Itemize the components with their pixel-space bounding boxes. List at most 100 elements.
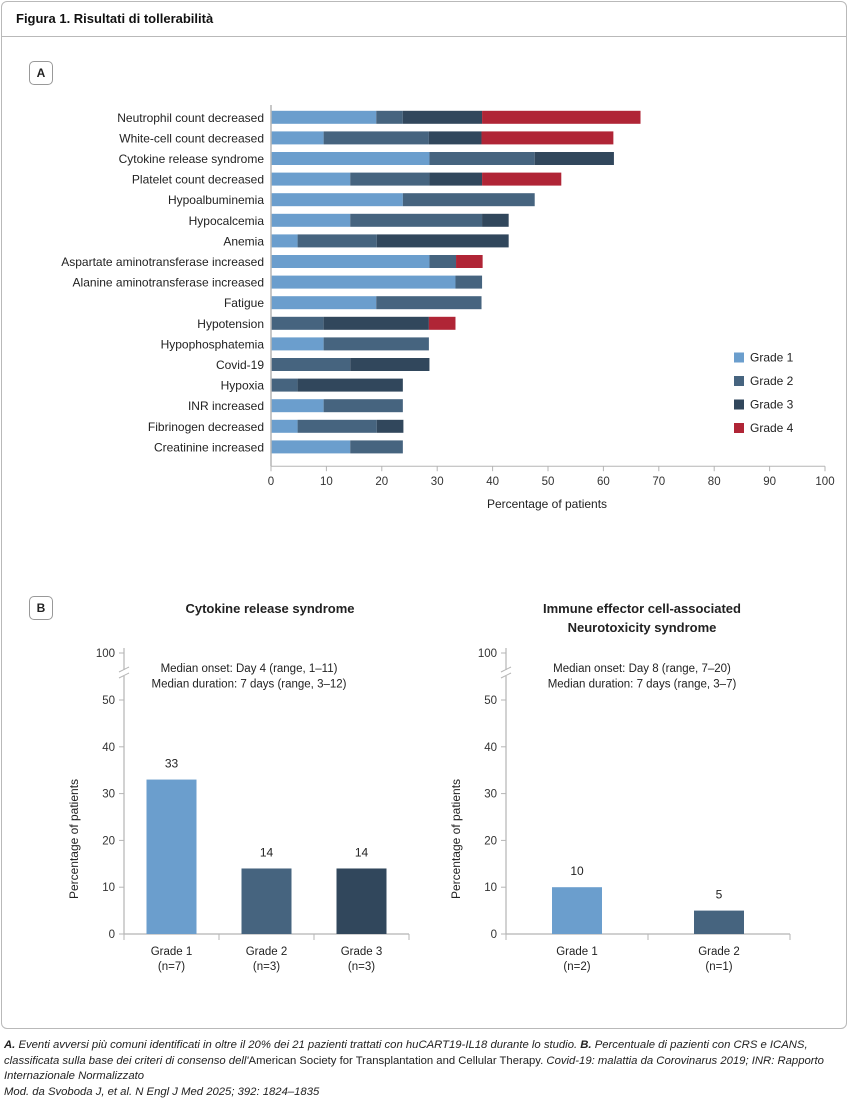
caption-a-text: Eventi avversi più comuni identificati i…	[15, 1039, 581, 1051]
y-tick-label: 50	[484, 695, 497, 707]
category-label: Aspartate aminotransferase increased	[61, 255, 264, 269]
legend-label: Grade 1	[750, 351, 794, 365]
y-tick-label: 20	[484, 835, 497, 847]
x-category-n: (n=2)	[563, 961, 590, 973]
bar-grade-2	[241, 868, 292, 934]
bar-segment-grade-3	[428, 131, 482, 145]
bar-segment-grade-1	[271, 337, 324, 351]
x-tick-label: 70	[652, 476, 665, 488]
y-tick-label: 0	[109, 929, 115, 941]
category-label: Hypocalcemia	[189, 214, 265, 228]
x-tick-label: 100	[815, 476, 834, 488]
data-label: 33	[165, 757, 179, 771]
bar-segment-grade-2	[402, 193, 535, 207]
adverse-events-chart: Neutrophil count decreased White-cell cou…	[61, 105, 835, 511]
x-tick-label: 80	[708, 476, 721, 488]
bar-segment-grade-4	[456, 255, 483, 268]
bar-grade-1	[552, 887, 602, 934]
annotation-text: Median duration: 7 days (range, 3–7)	[548, 679, 737, 691]
bar-grade-3	[336, 868, 387, 934]
caption-a-tag: A.	[4, 1039, 16, 1051]
x-tick-label: 0	[268, 476, 274, 488]
annotation-text: Median onset: Day 8 (range, 7–20)	[553, 663, 731, 675]
y-tick-label: 10	[102, 882, 115, 894]
bar-segment-grade-2	[271, 316, 324, 330]
y-tick-label: 100	[96, 648, 115, 660]
figure-caption: A. Eventi avversi più comuni identificat…	[4, 1038, 846, 1100]
data-label: 10	[570, 864, 584, 878]
bar-grade-2	[694, 910, 744, 934]
bar-segment-grade-1	[271, 234, 298, 248]
x-category-label: Grade 1	[556, 946, 598, 958]
x-category-label: Grade 2	[246, 946, 288, 958]
chart-title: Cytokine release syndrome	[185, 601, 354, 616]
bar-segment-grade-1	[271, 131, 324, 145]
category-label: White-cell count decreased	[119, 131, 264, 145]
x-tick-label: 90	[763, 476, 776, 488]
crs-chart: Cytokine release syndrome Median onset: D…	[67, 601, 410, 973]
legend-label: Grade 4	[750, 421, 794, 435]
y-axis-title: Percentage of patients	[449, 779, 463, 899]
figure-frame: Figura 1. Risultati di tollerabilità	[1, 1, 847, 1029]
bar-segment-grade-1	[271, 110, 377, 124]
bar-segment-grade-1	[271, 419, 298, 433]
category-label: Hypoxia	[221, 379, 265, 393]
category-label: Neutrophil count decreased	[117, 111, 264, 125]
icans-chart: Immune effector cell-associated Neurotoxi…	[449, 601, 791, 973]
x-tick-label: 10	[320, 476, 333, 488]
bar-segment-grade-2	[297, 419, 377, 433]
bar-segment-grade-4	[482, 172, 562, 186]
bar-segment-grade-1	[271, 275, 456, 289]
caption-source: Mod. da Svoboda J, et al. N Engl J Med 2…	[4, 1085, 320, 1098]
axis-break-mark	[500, 666, 512, 673]
bar-segment-grade-1	[271, 440, 351, 454]
bar-segment-grade-2	[376, 296, 482, 310]
category-label: Covid-19	[216, 358, 264, 372]
y-tick-label: 30	[484, 789, 497, 801]
bar-segment-grade-3	[482, 213, 509, 227]
y-tick-label: 40	[484, 742, 497, 754]
x-category-n: (n=7)	[158, 961, 185, 973]
bar-segment-grade-1	[271, 296, 377, 310]
x-category-n: (n=1)	[705, 961, 732, 973]
category-label: Cytokine release syndrome	[119, 152, 265, 166]
bar-segment-grade-2	[323, 399, 403, 413]
bar-segment-grade-2	[429, 152, 535, 165]
bar-segment-grade-3	[376, 234, 509, 248]
y-tick-label: 30	[102, 789, 115, 801]
x-tick-label: 50	[542, 476, 555, 488]
y-tick-label: 0	[491, 929, 497, 941]
bar-segment-grade-3	[323, 316, 429, 330]
bar-segment-grade-1	[271, 399, 324, 413]
x-tick-label: 40	[486, 476, 499, 488]
bar-segment-grade-1	[271, 172, 351, 186]
legend-swatch	[734, 352, 744, 363]
figure-header: Figura 1. Risultati di tollerabilità	[2, 2, 846, 37]
y-tick-label: 20	[102, 835, 115, 847]
bar-segment-grade-1	[271, 213, 351, 227]
panel-a-tag: A	[29, 61, 53, 85]
category-label: Creatinine increased	[154, 440, 264, 454]
axis-break-mark	[118, 666, 130, 673]
y-tick-label: 10	[484, 882, 497, 894]
annotation-text: Median onset: Day 4 (range, 1–11)	[161, 663, 338, 675]
bar-segment-grade-4	[481, 131, 614, 145]
caption-society: American Society for Transplantation and…	[248, 1054, 544, 1067]
caption-b-text: Percentuale di pazienti con CRS e ICANS,…	[4, 1039, 808, 1067]
category-label: Fatigue	[224, 296, 264, 310]
bar-segment-grade-2	[297, 234, 377, 248]
x-category-label: Grade 2	[698, 946, 740, 958]
x-category-label: Grade 1	[151, 946, 193, 958]
y-tick-label: 40	[102, 742, 115, 754]
category-label: Hypophosphatemia	[161, 337, 265, 351]
y-tick-label: 100	[478, 648, 497, 660]
bar-segment-grade-2	[323, 131, 429, 145]
data-label: 14	[260, 845, 274, 859]
x-tick-label: 20	[375, 476, 388, 488]
bar-segment-grade-2	[350, 172, 430, 186]
category-label: Hypoalbuminemia	[168, 193, 264, 207]
data-label: 5	[716, 888, 723, 902]
legend-label: Grade 2	[750, 374, 794, 388]
axis-break-mark	[500, 672, 512, 679]
bar-segment-grade-2	[429, 255, 457, 268]
